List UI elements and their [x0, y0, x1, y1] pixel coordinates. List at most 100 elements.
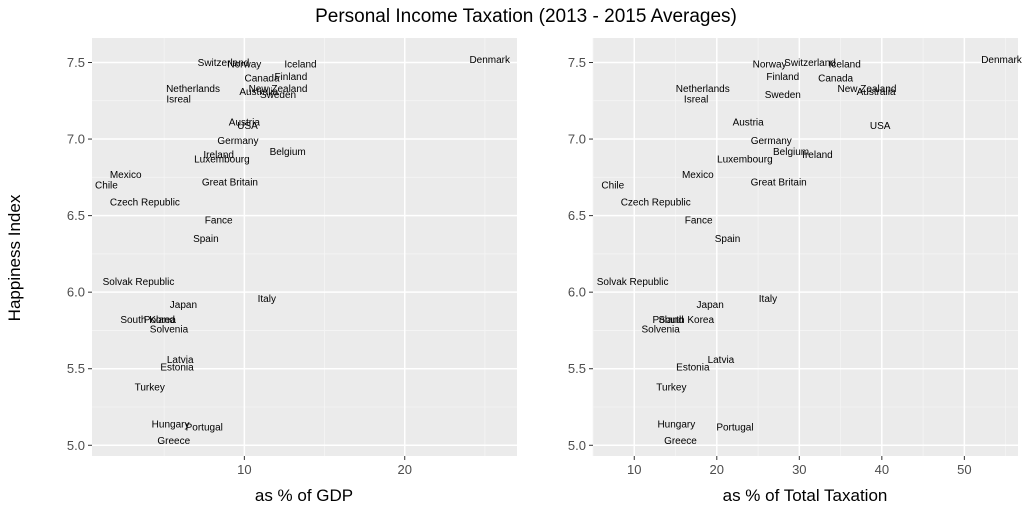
point-label: Denmark — [469, 55, 511, 66]
y-tick-label: 7.0 — [67, 132, 85, 147]
point-label: Chile — [601, 180, 624, 191]
point-label: Sweden — [765, 90, 801, 101]
point-label: Great Britain — [751, 177, 807, 188]
y-tick-label: 6.5 — [568, 208, 586, 223]
point-label: Belgium — [773, 147, 809, 158]
point-label: Switzerland — [784, 58, 836, 69]
point-label: Czech Republic — [621, 197, 691, 208]
figure-title: Personal Income Taxation (2013 - 2015 Av… — [315, 6, 737, 27]
point-label: New Zealand — [838, 84, 897, 95]
panel-taxation-y-ticks: 5.0 5.5 6.0 6.5 7.0 7.5 — [568, 55, 593, 453]
point-label: USA — [237, 121, 258, 132]
point-label: Latvia — [167, 355, 194, 366]
point-label: Estonia — [160, 363, 194, 374]
x-tick-label: 10 — [237, 462, 251, 477]
point-label: Fance — [685, 216, 713, 227]
point-label: Belgium — [270, 147, 306, 158]
point-label: Germany — [217, 136, 258, 147]
point-label: Hungary — [152, 419, 190, 430]
y-tick-label: 7.5 — [568, 55, 586, 70]
point-label: Solvak Republic — [103, 277, 175, 288]
point-label: South Korea — [120, 315, 176, 326]
x-tick-label: 10 — [627, 462, 641, 477]
panel-gdp-grid — [92, 38, 517, 456]
point-label: Poland — [653, 315, 684, 326]
point-label: Italy — [258, 294, 276, 305]
point-label: Germany — [751, 136, 792, 147]
x-tick-label: 20 — [710, 462, 724, 477]
x-tick-label: 40 — [875, 462, 889, 477]
point-label: Turkey — [656, 383, 686, 394]
point-label: Sweden — [260, 90, 296, 101]
point-label: Isreal — [166, 95, 190, 106]
point-label: Isreal — [684, 95, 708, 106]
x-tick-label: 30 — [792, 462, 806, 477]
point-label: Australia — [857, 87, 896, 98]
panel-gdp-x-label: as % of GDP — [255, 486, 353, 505]
point-label: Estonia — [676, 363, 710, 374]
y-tick-label: 6.5 — [67, 208, 85, 223]
y-tick-label: 7.0 — [568, 132, 586, 147]
point-label: Mexico — [682, 170, 714, 181]
point-label: Switzerland — [198, 58, 250, 69]
point-label: Netherlands — [676, 84, 730, 95]
point-label: Luxembourg — [717, 154, 773, 165]
point-label: Luxembourg — [194, 154, 250, 165]
point-label: Australia — [239, 87, 278, 98]
x-tick-label: 20 — [398, 462, 412, 477]
point-label: Norway — [227, 60, 261, 71]
y-axis-label: Happiness Index — [5, 194, 24, 321]
y-tick-label: 5.5 — [67, 361, 85, 376]
point-label: Canada — [818, 73, 853, 84]
point-label: Great Britain — [202, 177, 258, 188]
panel-gdp-x-ticks: 10 20 — [237, 456, 412, 477]
point-label: Netherlands — [166, 84, 220, 95]
point-label: Portugal — [186, 422, 223, 433]
point-label: Solvenia — [150, 324, 189, 335]
x-tick-label: 50 — [957, 462, 971, 477]
y-tick-label: 5.0 — [568, 438, 586, 453]
point-label: Poland — [144, 315, 175, 326]
point-label: Austria — [733, 118, 765, 129]
y-tick-label: 5.0 — [67, 438, 85, 453]
point-label: New Zealand — [249, 84, 308, 95]
point-label: South Korea — [658, 315, 714, 326]
panel-taxation-grid — [592, 38, 1018, 456]
panel-taxation-x-ticks: 10 20 30 40 50 — [627, 456, 972, 477]
point-label: Norway — [753, 60, 787, 71]
point-label: Iceland — [284, 60, 316, 71]
point-label: Denmark — [981, 55, 1023, 66]
point-label: Czech Republic — [110, 197, 180, 208]
point-label: Ireland — [802, 150, 833, 161]
point-label: Spain — [715, 234, 741, 245]
point-label: Solvenia — [641, 324, 680, 335]
point-label: Greece — [157, 436, 190, 447]
point-label: Latvia — [708, 355, 735, 366]
point-label: Italy — [759, 294, 777, 305]
y-tick-label: 6.0 — [67, 285, 85, 300]
point-label: Finland — [766, 72, 799, 83]
point-label: Chile — [95, 180, 118, 191]
point-label: Japan — [170, 300, 197, 311]
panel-gdp-y-ticks: 5.0 5.5 6.0 6.5 7.0 7.5 — [67, 55, 92, 453]
point-label: Spain — [193, 234, 219, 245]
y-tick-label: 6.0 — [568, 285, 586, 300]
point-label: Japan — [697, 300, 724, 311]
panel-taxation-background — [593, 38, 1018, 456]
panel-taxation-x-label: as % of Total Taxation — [723, 486, 888, 505]
point-label: Canada — [244, 73, 279, 84]
y-tick-label: 7.5 — [67, 55, 85, 70]
point-label: Hungary — [657, 419, 695, 430]
point-label: Portugal — [716, 422, 753, 433]
point-label: Solvak Republic — [597, 277, 669, 288]
point-label: Greece — [664, 436, 697, 447]
panel-gdp-background — [92, 38, 517, 456]
point-label: Austria — [229, 118, 261, 129]
point-label: Fance — [205, 216, 233, 227]
y-tick-label: 5.5 — [568, 361, 586, 376]
point-label: USA — [870, 121, 891, 132]
